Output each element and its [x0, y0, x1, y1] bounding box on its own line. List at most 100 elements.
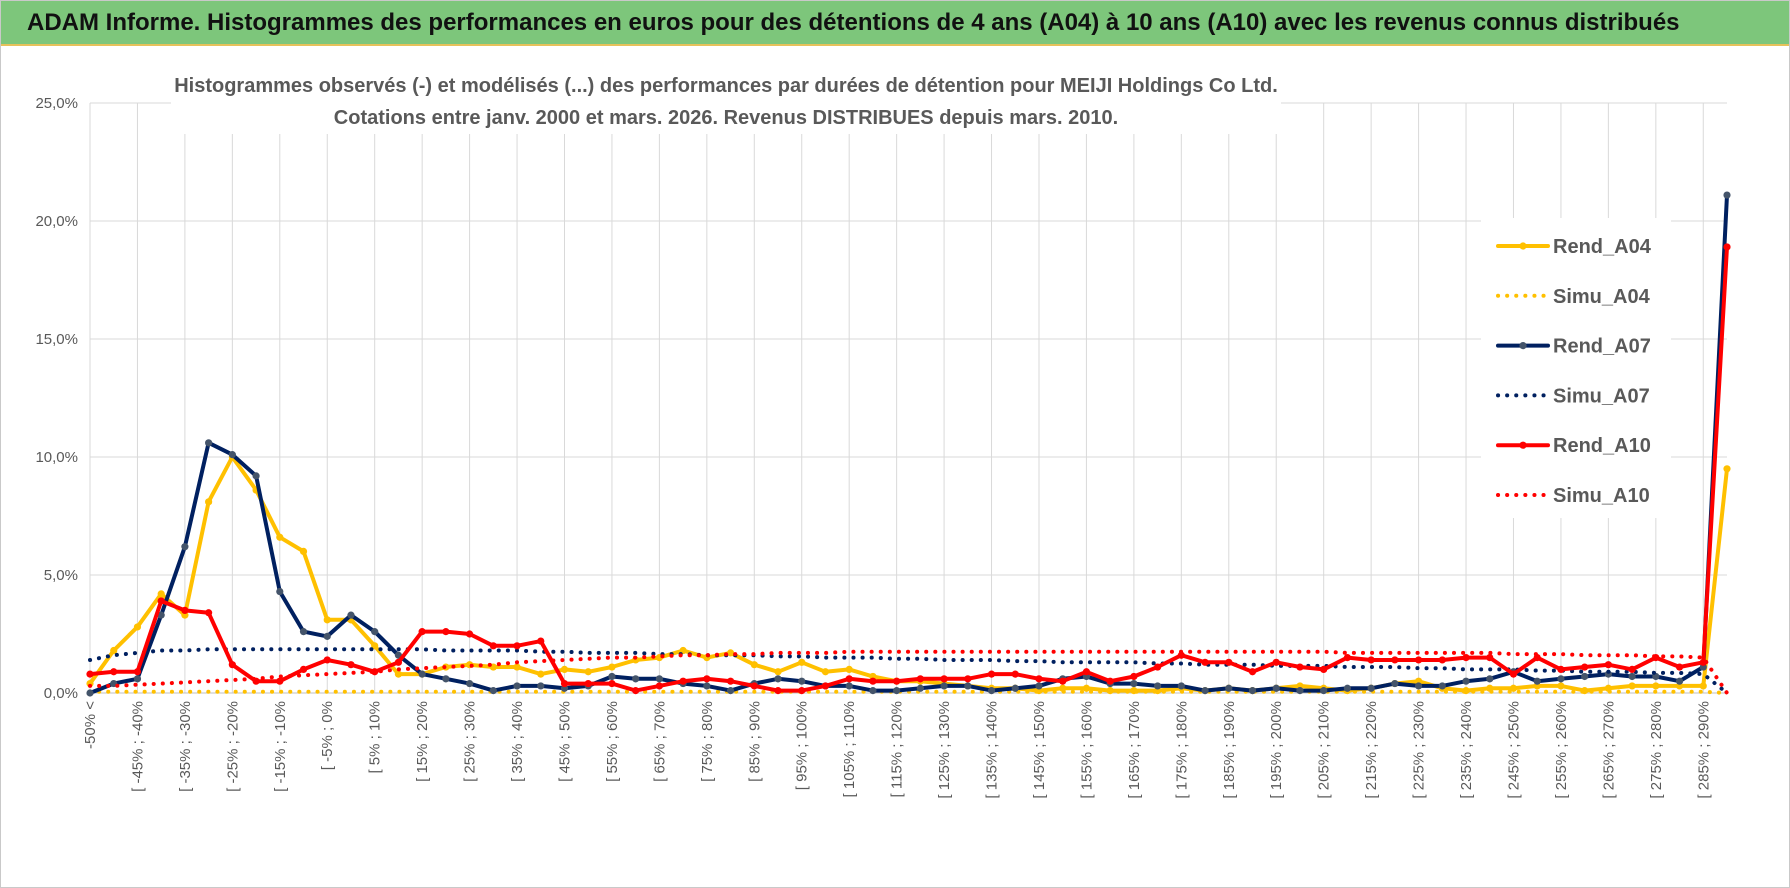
data-point [1343, 684, 1352, 692]
data-point [608, 679, 616, 688]
x-tick-label: [ 155% ; 160% [1078, 701, 1095, 799]
data-point [798, 658, 806, 666]
data-point [964, 675, 972, 683]
x-tick-label: [ 185% ; 190% [1221, 701, 1238, 799]
x-tick-label: [ 235% ; 240% [1458, 701, 1475, 799]
x-tick-label: [ 165% ; 170% [1126, 701, 1143, 799]
x-tick-label: [ 45% ; 50% [556, 701, 573, 782]
data-point [1011, 684, 1019, 692]
x-tick-label: [ 105% ; 110% [841, 701, 858, 797]
data-point [1225, 658, 1233, 666]
data-point [1486, 675, 1494, 683]
data-point [584, 679, 592, 688]
data-point [987, 687, 996, 695]
x-tick-label: [ 275% ; 280% [1648, 701, 1665, 799]
chart-title: Histogrammes observés (-) et modélisés (… [174, 75, 1278, 97]
data-point [347, 661, 355, 669]
data-point [299, 547, 308, 555]
data-point [442, 675, 450, 683]
legend-marker [1519, 441, 1527, 449]
data-point [1462, 677, 1470, 685]
data-point [655, 675, 663, 683]
legend-label: Rend_A04 [1553, 236, 1652, 258]
data-point [869, 677, 877, 685]
data-point [1201, 687, 1209, 695]
data-point [181, 606, 189, 615]
data-point [560, 679, 569, 688]
data-point [726, 677, 735, 685]
data-point [157, 611, 165, 619]
x-tick-label: [ 205% ; 210% [1316, 701, 1333, 799]
data-point [1557, 682, 1565, 690]
y-tick-label: 15,0% [35, 331, 78, 348]
data-point [703, 675, 711, 683]
data-point [1272, 658, 1280, 666]
chart: 0,0% 5,0% 10,0% 15,0% 20,0% 25,0% -50% < [ -45%… [35, 64, 1731, 799]
y-tick-label: 20,0% [35, 213, 78, 230]
model-line [88, 647, 1729, 695]
data-point [489, 642, 497, 650]
data-point [205, 439, 213, 447]
data-point [1177, 682, 1185, 690]
data-point [252, 472, 260, 480]
legend-label: Simu_A10 [1553, 485, 1650, 507]
x-tick-label: [ 15% ; 20% [414, 701, 431, 782]
legend-marker [1519, 242, 1527, 250]
data-point [1509, 684, 1518, 692]
data-point [1509, 670, 1518, 678]
data-point [655, 682, 663, 690]
y-tick-label: 25,0% [35, 95, 78, 112]
data-point [299, 665, 308, 674]
data-point [1248, 687, 1257, 695]
data-point [347, 611, 355, 619]
data-point [1320, 665, 1328, 674]
data-point [703, 682, 711, 690]
data-point [1699, 682, 1707, 690]
data-point [110, 646, 118, 655]
data-point [1272, 684, 1280, 692]
data-point [205, 498, 213, 506]
data-point [608, 663, 616, 671]
data-point [133, 668, 142, 676]
title-background [171, 64, 1281, 134]
data-point [726, 687, 735, 695]
data-point [584, 668, 592, 676]
data-point [1628, 665, 1636, 674]
data-point [1723, 243, 1731, 251]
data-point [1438, 682, 1446, 690]
data-point [489, 687, 497, 695]
data-point [726, 649, 735, 657]
data-point [1652, 682, 1660, 690]
data-point [323, 616, 331, 624]
data-point [821, 682, 830, 690]
data-point [1082, 684, 1091, 692]
y-tick-label: 5,0% [44, 567, 78, 584]
data-point [228, 661, 236, 669]
x-tick-label: [ 75% ; 80% [699, 701, 716, 782]
data-point [323, 632, 331, 640]
data-point [869, 687, 877, 695]
x-tick-label: [ 95% ; 100% [794, 701, 811, 790]
data-point [560, 665, 569, 674]
data-point [394, 670, 403, 678]
x-tick-label: [ 145% ; 150% [1031, 701, 1048, 799]
data-point [1414, 682, 1423, 690]
legend-background [1481, 218, 1671, 518]
x-tick-label: [ -35% ; -30% [177, 701, 194, 792]
data-point [513, 682, 521, 690]
x-tick-label: [ -45% ; -40% [129, 701, 146, 792]
data-point [537, 682, 545, 690]
data-point [916, 684, 924, 692]
data-point [845, 682, 853, 690]
data-point [987, 670, 996, 678]
data-point [964, 682, 972, 690]
data-point [371, 628, 379, 636]
data-point [798, 687, 806, 695]
data-point [1106, 677, 1114, 685]
data-point [821, 668, 830, 676]
data-point [1675, 677, 1684, 685]
data-point [537, 637, 545, 645]
x-tick-label: [ 285% ; 290% [1695, 701, 1712, 799]
data-point [1296, 687, 1304, 695]
data-point [845, 665, 853, 674]
